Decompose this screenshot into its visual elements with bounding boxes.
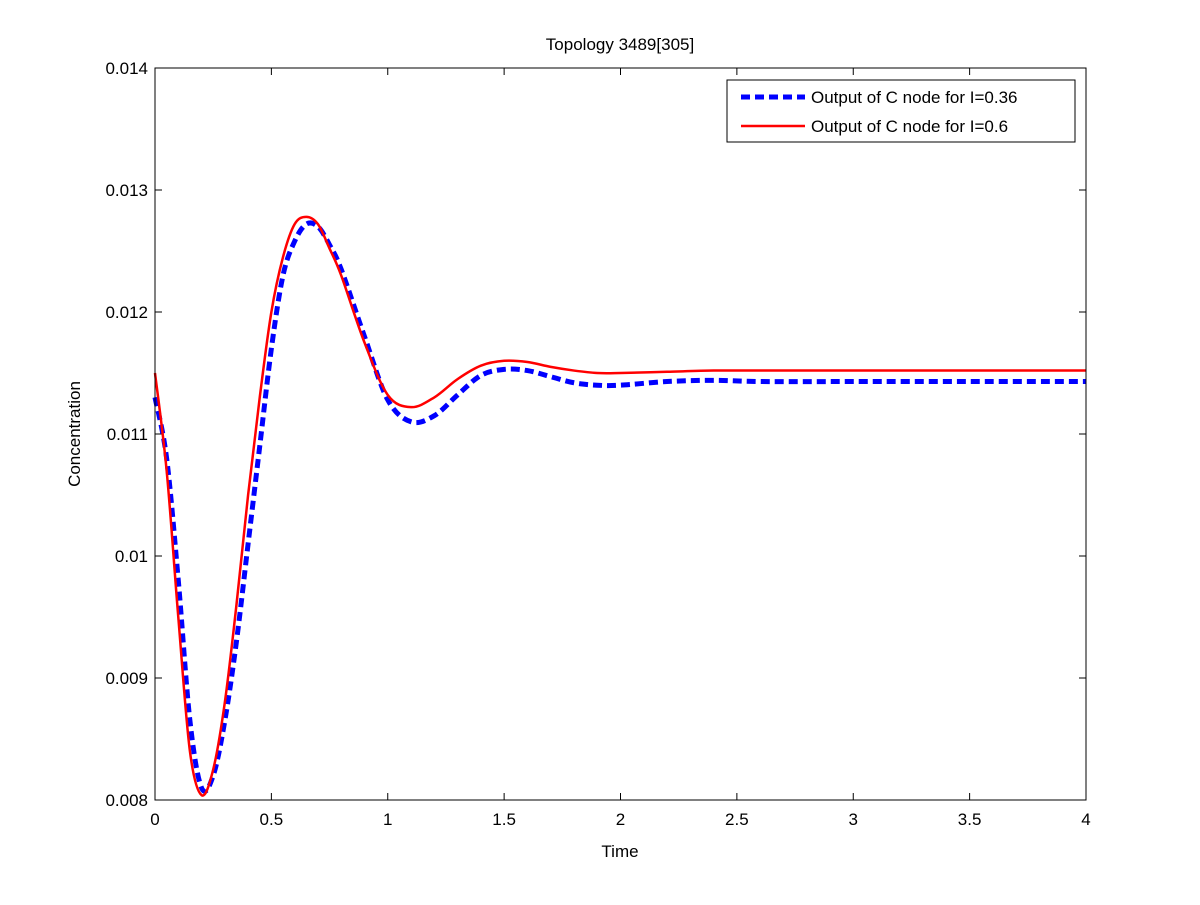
x-axis-ticks: 0 0.5 1 1.5 2 2.5 3 3.5 4 — [150, 68, 1091, 829]
legend-label-2: Output of C node for I=0.6 — [811, 117, 1008, 136]
x-tick-label: 1.5 — [492, 810, 516, 829]
x-tick-label: 1 — [383, 810, 392, 829]
y-axis-ticks: 0.008 0.009 0.01 0.011 0.012 0.013 0.014 — [105, 59, 1086, 810]
x-tick-label: 0 — [150, 810, 159, 829]
legend-label-1: Output of C node for I=0.36 — [811, 88, 1018, 107]
series-line-2 — [153, 215, 1086, 797]
y-tick-label: 0.01 — [115, 547, 148, 566]
x-tick-label: 3.5 — [958, 810, 982, 829]
x-tick-label: 4 — [1081, 810, 1090, 829]
x-tick-label: 0.5 — [260, 810, 284, 829]
series-line-1 — [152, 220, 1086, 794]
x-tick-label: 2 — [616, 810, 625, 829]
x-axis-label: Time — [601, 842, 638, 861]
y-tick-label: 0.013 — [105, 181, 148, 200]
y-tick-label: 0.009 — [105, 669, 148, 688]
y-tick-label: 0.011 — [107, 425, 148, 444]
y-tick-label: 0.008 — [105, 791, 148, 810]
chart-title: Topology 3489[305] — [546, 35, 694, 54]
y-tick-label: 0.014 — [105, 59, 148, 78]
legend: Output of C node for I=0.36 Output of C n… — [726, 79, 1076, 143]
y-axis-label: Concentration — [65, 381, 84, 487]
series-layer — [152, 215, 1086, 797]
x-tick-label: 3 — [849, 810, 858, 829]
legend-box — [726, 79, 1076, 143]
y-tick-label: 0.012 — [105, 303, 148, 322]
x-tick-label: 2.5 — [725, 810, 749, 829]
plot-frame — [154, 67, 1087, 801]
